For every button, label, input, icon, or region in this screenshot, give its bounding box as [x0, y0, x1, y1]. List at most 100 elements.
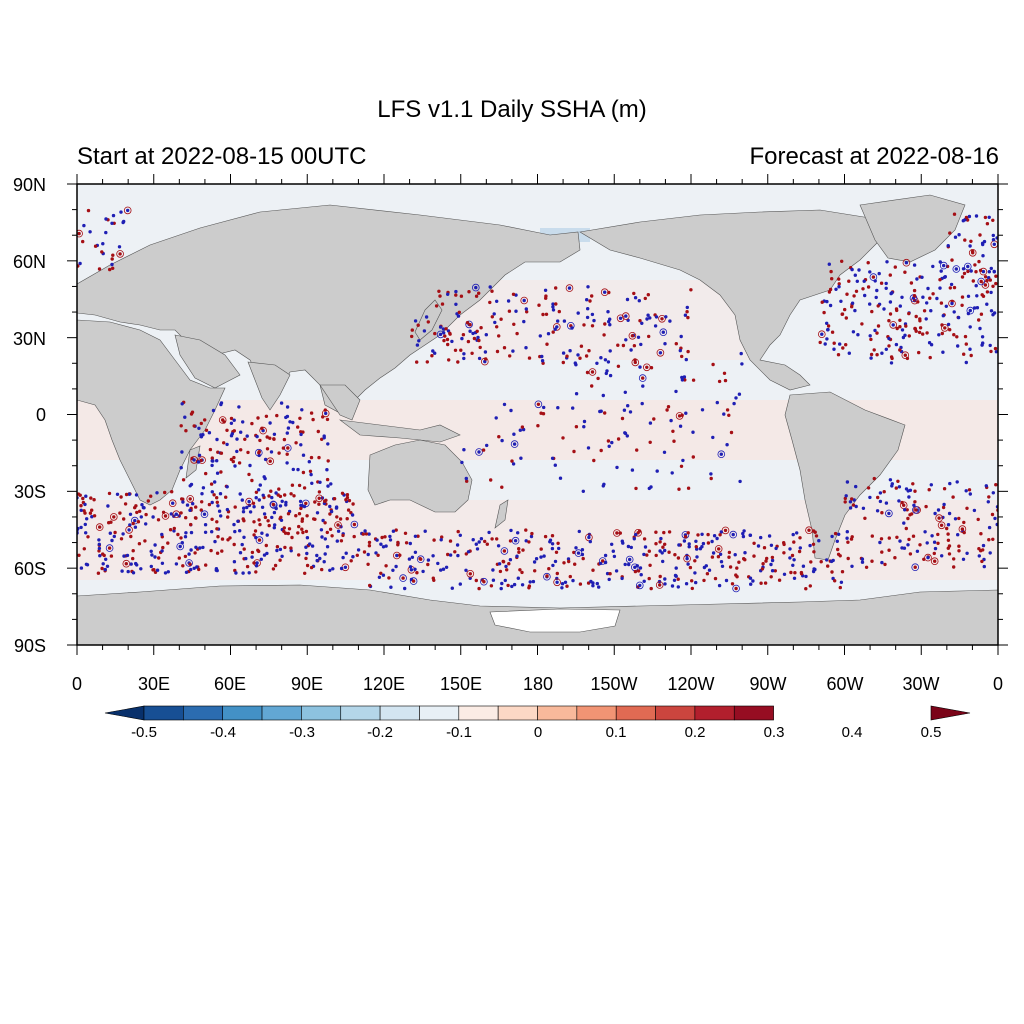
observation-dot — [942, 263, 946, 268]
observation-dot — [574, 425, 579, 429]
observation-dot — [887, 344, 891, 348]
observation-dot — [172, 526, 176, 531]
observation-dot — [960, 275, 965, 279]
observation-dot — [497, 334, 501, 338]
observation-dot — [81, 496, 85, 501]
observation-dot — [332, 497, 337, 501]
observation-dot — [531, 579, 536, 584]
observation-dot — [424, 315, 429, 319]
observation-dot — [948, 286, 952, 290]
forecast-time-label: Forecast at 2022-08-16 — [749, 143, 999, 170]
observation-dot — [254, 570, 258, 574]
observation-dot — [588, 299, 592, 303]
observation-dot — [279, 518, 284, 522]
observation-dot — [897, 499, 901, 503]
observation-dot — [210, 463, 214, 468]
observation-dot — [394, 528, 398, 532]
observation-dot — [461, 333, 466, 337]
observation-dot — [809, 560, 813, 564]
observation-dot — [543, 288, 548, 292]
observation-dot — [127, 492, 131, 496]
observation-dot — [918, 326, 923, 330]
land-greenland — [859, 194, 966, 263]
observation-ring — [717, 450, 726, 459]
colorbar-box — [183, 705, 224, 721]
observation-dot — [738, 479, 742, 484]
observation-dot — [765, 556, 769, 561]
observation-dot — [362, 550, 367, 554]
observation-dot — [547, 567, 551, 571]
observation-dot — [115, 492, 120, 496]
observation-dot — [874, 295, 878, 300]
observation-dot — [374, 551, 378, 555]
observation-dot — [818, 340, 822, 345]
observation-dot — [254, 496, 258, 500]
observation-dot — [291, 467, 295, 472]
observation-dot — [953, 517, 958, 521]
observation-dot — [376, 553, 380, 557]
observation-dot — [606, 360, 611, 364]
observation-dot — [840, 259, 844, 263]
observation-ring — [940, 324, 949, 332]
observation-dot — [317, 490, 322, 494]
observation-dot — [409, 568, 414, 572]
observation-dot — [693, 571, 697, 575]
observation-dot — [344, 498, 348, 502]
observation-dot — [888, 300, 893, 304]
observation-dot — [123, 502, 128, 506]
observation-dot — [300, 527, 304, 531]
ice-shelf-ross — [489, 608, 621, 633]
observation-dot — [194, 505, 198, 509]
observation-dot — [638, 583, 642, 588]
observation-dot — [648, 316, 652, 320]
observation-dot — [844, 343, 848, 347]
observation-dot — [225, 507, 230, 512]
observation-dot — [482, 580, 486, 584]
observation-dot — [324, 411, 328, 416]
observation-dot — [456, 360, 460, 364]
observation-dot — [317, 496, 321, 500]
observation-dot — [296, 467, 300, 472]
observation-dot — [248, 510, 253, 514]
observation-dot — [636, 335, 641, 339]
observation-dot — [156, 518, 161, 522]
observation-dot — [269, 489, 273, 493]
observation-dot — [222, 420, 226, 424]
observation-ring — [968, 249, 977, 257]
observation-dot — [511, 349, 515, 353]
observation-dot — [972, 508, 977, 513]
observation-dot — [987, 276, 991, 280]
observation-dot — [325, 530, 329, 535]
observation-dot — [694, 580, 698, 585]
observation-dot — [494, 416, 498, 420]
observation-dot — [848, 500, 853, 504]
observation-dot — [448, 539, 453, 543]
observation-ring — [416, 555, 425, 563]
observation-dot — [381, 573, 386, 577]
observation-dot — [830, 277, 834, 281]
observation-dot — [441, 567, 446, 571]
observation-dot — [309, 411, 314, 415]
observation-dot — [437, 289, 441, 293]
observation-dot — [289, 492, 293, 496]
observation-dot — [825, 299, 829, 304]
observation-ring — [200, 510, 209, 519]
observation-dot — [936, 541, 940, 545]
observation-dot — [991, 537, 995, 541]
observation-dot — [500, 438, 504, 443]
observation-dot — [582, 419, 587, 424]
observation-dot — [477, 291, 481, 295]
observation-dot — [317, 455, 321, 460]
observation-ring — [475, 448, 483, 456]
observation-dot — [969, 269, 973, 273]
observation-dot — [974, 270, 978, 274]
observation-dot — [719, 452, 723, 456]
observation-dot — [541, 312, 545, 317]
observation-dot — [624, 314, 628, 318]
colorbar-box — [379, 705, 420, 721]
observation-dot — [683, 313, 688, 317]
observation-dot — [591, 568, 595, 572]
land-arabia — [174, 334, 241, 389]
observation-dot — [638, 566, 643, 570]
observation-dot — [712, 534, 717, 538]
